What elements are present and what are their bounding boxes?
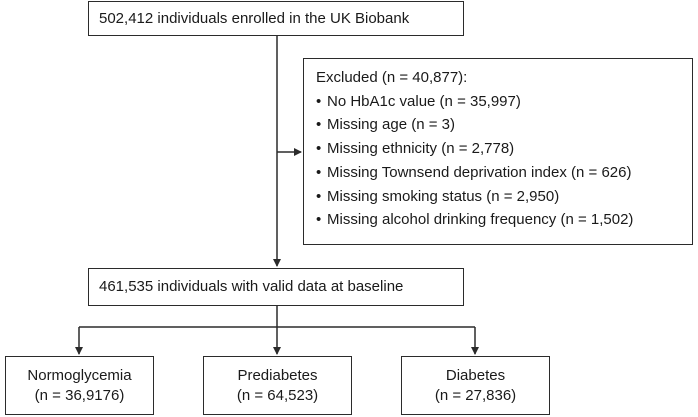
group-count: (n = 27,836) bbox=[434, 386, 517, 404]
group-count: (n = 36,9176) bbox=[34, 386, 125, 404]
group-box-prediabetes: Prediabetes (n = 64,523) bbox=[203, 356, 352, 415]
bullet-icon: • bbox=[316, 211, 322, 229]
group-name: Normoglycemia bbox=[27, 367, 132, 384]
excluded-item: • Missing alcohol drinking frequency (n =… bbox=[316, 208, 682, 232]
bullet-icon: • bbox=[316, 163, 322, 181]
enrolled-text: 502,412 individuals enrolled in the UK B… bbox=[99, 9, 410, 27]
excluded-item: • Missing Townsend deprivation index (n =… bbox=[316, 161, 682, 185]
excluded-item: • Missing smoking status (n = 2,950) bbox=[316, 185, 682, 209]
group-box-normoglycemia: Normoglycemia (n = 36,9176) bbox=[5, 356, 154, 415]
group-box-diabetes: Diabetes (n = 27,836) bbox=[401, 356, 550, 415]
excluded-box: Excluded (n = 40,877): • No HbA1c value (… bbox=[303, 58, 693, 245]
bullet-icon: • bbox=[316, 92, 322, 110]
valid-box: 461,535 individuals with valid data at b… bbox=[88, 268, 464, 306]
excluded-list: • No HbA1c value (n = 35,997) • Missing ag… bbox=[316, 90, 682, 232]
group-count: (n = 64,523) bbox=[236, 386, 319, 404]
bullet-icon: • bbox=[316, 187, 322, 205]
bullet-icon: • bbox=[316, 116, 322, 134]
valid-text: 461,535 individuals with valid data at b… bbox=[99, 278, 404, 295]
excluded-item: • Missing age (n = 3) bbox=[316, 113, 682, 137]
enrolled-box: 502,412 individuals enrolled in the UK B… bbox=[88, 1, 464, 36]
bullet-icon: • bbox=[316, 140, 322, 158]
group-name: Prediabetes bbox=[237, 367, 318, 384]
excluded-title: Excluded (n = 40,877): bbox=[316, 69, 468, 86]
excluded-item: • No HbA1c value (n = 35,997) bbox=[316, 90, 682, 114]
group-name: Diabetes bbox=[445, 367, 506, 384]
excluded-item: • Missing ethnicity (n = 2,778) bbox=[316, 137, 682, 161]
